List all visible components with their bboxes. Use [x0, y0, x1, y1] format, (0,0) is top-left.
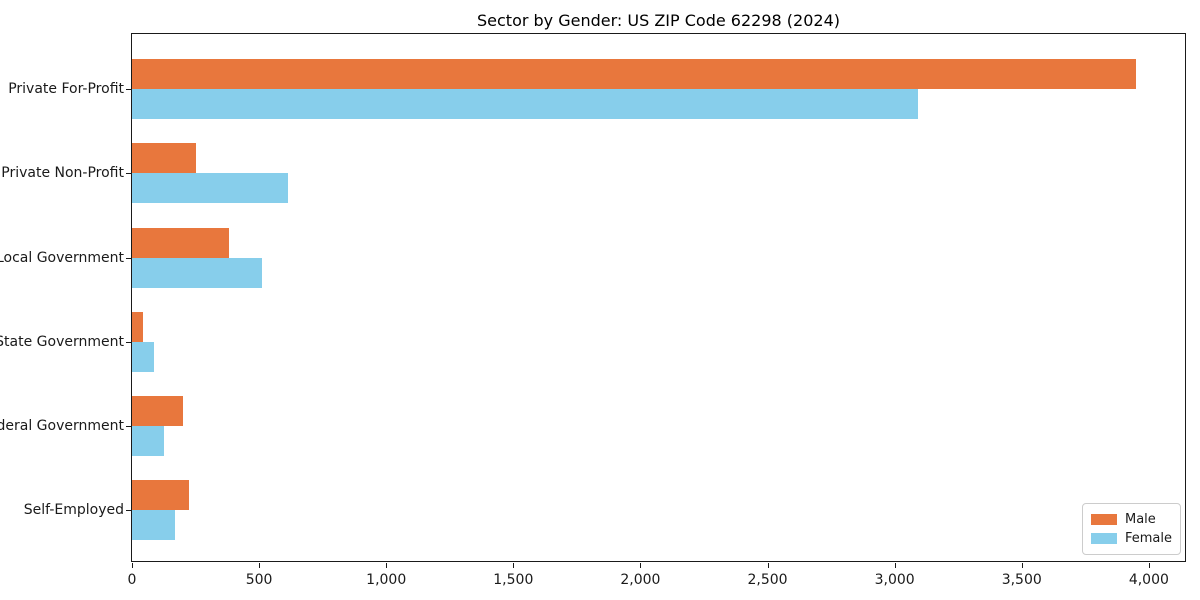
x-tick-label: 2,000: [620, 572, 661, 588]
plot-area: Private For-Profit Private Non-Profit Loca…: [0, 33, 1186, 588]
chart-title: Sector by Gender: US ZIP Code 62298 (202…: [477, 11, 840, 30]
x-tick-label: 500: [245, 572, 273, 588]
bar-female-5: [132, 510, 175, 541]
y-tick: [126, 257, 131, 259]
y-tick-label: Self-Employed: [23, 502, 124, 519]
y-tick-label: Private For-Profit: [8, 81, 124, 97]
legend-label-male: Male: [1124, 512, 1156, 527]
y-tick-label: State Government: [0, 333, 124, 350]
bar-male-4: [132, 396, 183, 426]
x-tick-label: 0: [127, 572, 137, 588]
x-tick-label: 4,000: [1128, 572, 1169, 588]
x-tick-label: 1,000: [366, 572, 407, 588]
y-tick-label: Local Government: [0, 249, 124, 266]
y-tick-label: Federal Government: [0, 418, 124, 434]
bar-male-3: [132, 311, 143, 342]
x-tick: [767, 563, 769, 568]
x-tick-label: 3,500: [1001, 572, 1042, 588]
legend-swatch-female: [1090, 533, 1117, 544]
x-tick: [1148, 563, 1150, 568]
legend: Male Female: [1081, 503, 1181, 555]
bar-male-2: [132, 227, 229, 258]
x-tick: [259, 563, 261, 568]
y-tick: [126, 173, 131, 175]
bar-female-3: [132, 341, 154, 372]
bar-female-2: [132, 257, 262, 288]
bar-female-1: [132, 173, 288, 204]
y-tick-label: Private Non-Profit: [1, 165, 124, 182]
x-tick: [386, 563, 388, 568]
x-tick: [513, 563, 515, 568]
x-tick-label: 1,500: [493, 572, 534, 588]
x-tick: [640, 563, 642, 568]
legend-item-female: Female: [1090, 529, 1172, 548]
x-tick-label: 2,500: [747, 572, 788, 588]
y-tick: [126, 89, 131, 90]
bar-male-1: [132, 143, 196, 174]
bar-male-5: [132, 480, 189, 511]
legend-swatch-male: [1090, 514, 1117, 525]
x-tick: [1021, 563, 1023, 568]
bar-female-4: [132, 426, 164, 456]
y-tick: [126, 426, 131, 427]
bar-female-0: [132, 89, 918, 119]
x-tick: [894, 563, 896, 568]
legend-label-female: Female: [1124, 531, 1172, 546]
bar-male-0: [132, 59, 1136, 89]
legend-item-male: Male: [1090, 510, 1172, 529]
y-tick: [126, 341, 131, 343]
x-tick-label: 3,000: [874, 572, 915, 588]
y-tick: [126, 510, 131, 512]
x-tick: [132, 563, 133, 568]
